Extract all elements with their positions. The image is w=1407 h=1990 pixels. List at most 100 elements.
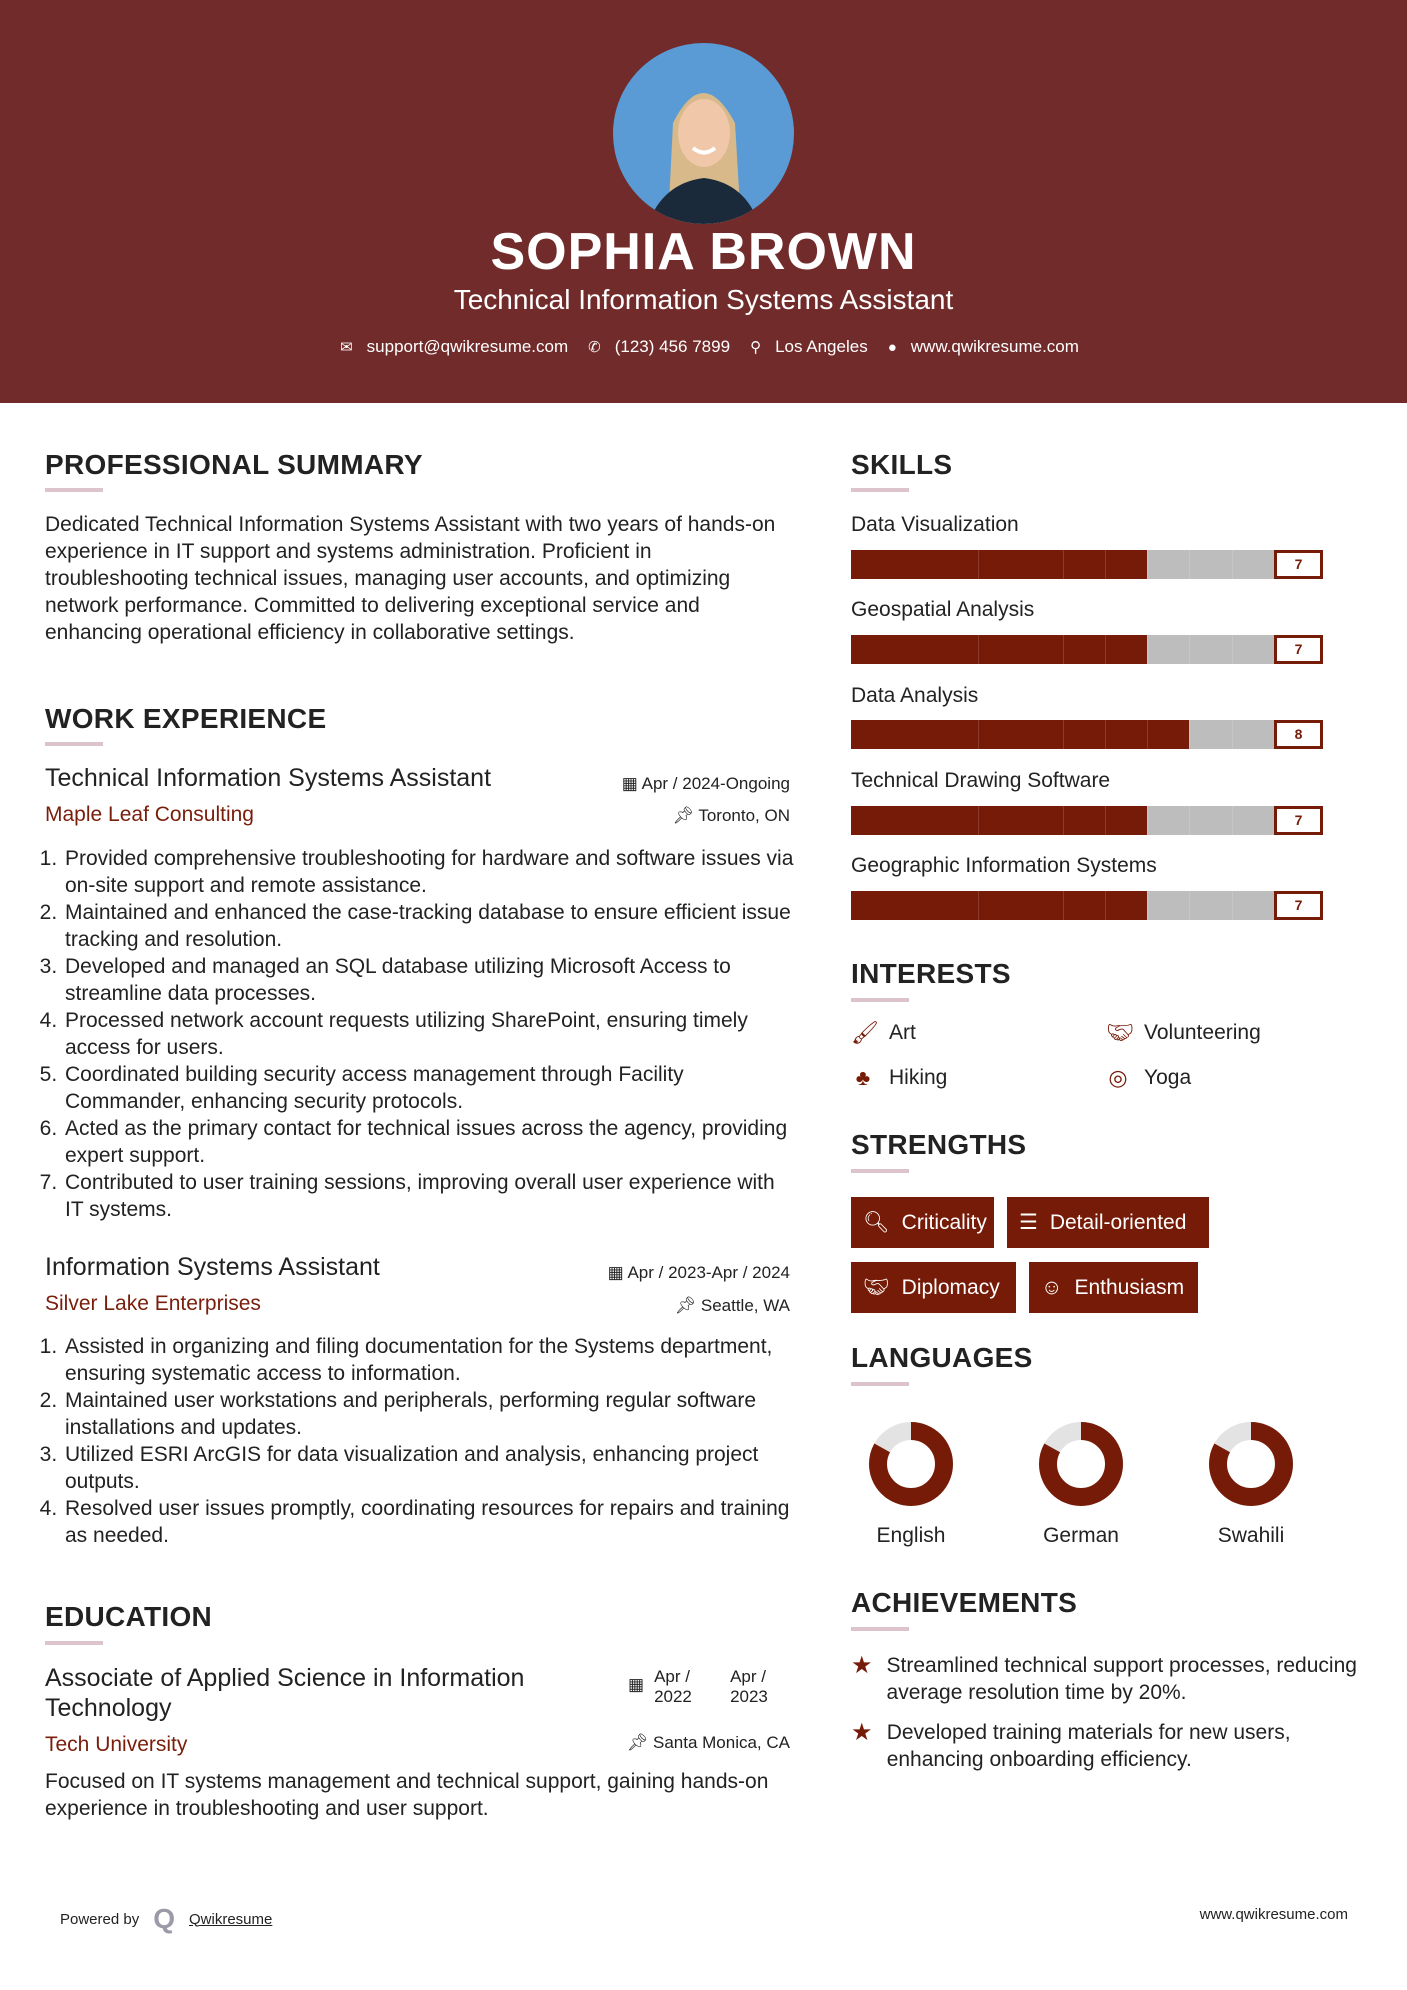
skill-name: Technical Drawing Software	[851, 769, 1111, 792]
donut-fill	[1209, 1422, 1293, 1506]
list-item: Contributed to user training sessions, i…	[63, 1169, 797, 1223]
skill-score: 7	[1274, 891, 1323, 920]
brand-link[interactable]: Qwikresume	[189, 1910, 273, 1928]
donut-fill	[1039, 1422, 1123, 1506]
candidate-name: SOPHIA BROWN	[490, 223, 917, 281]
job-dates: ▦ Apr / 2023-Apr / 2024	[540, 1263, 790, 1283]
contact-phone[interactable]: (123) 456 7899	[614, 337, 731, 356]
contact-location: Los Angeles	[775, 337, 868, 356]
smile-icon: ☺	[1041, 1275, 1063, 1299]
skill-bar: 8	[851, 720, 1323, 749]
skill-bar-divider	[1062, 806, 1064, 835]
skill-bar-divider	[1104, 635, 1106, 664]
list-item: Coordinated building security access man…	[63, 1061, 797, 1115]
phone-icon: ✆	[588, 339, 601, 356]
skill-bar-divider	[1189, 635, 1191, 664]
skill-score: 8	[1274, 720, 1323, 749]
job-bullets: Provided comprehensive troubleshooting f…	[45, 845, 797, 1223]
experience-heading: WORK EXPERIENCE	[45, 703, 327, 734]
skill-bar-fill	[851, 891, 1148, 920]
job-location: 📌︎ Toronto, ON	[540, 806, 790, 826]
section-underline	[851, 1382, 909, 1386]
language-donut	[1039, 1422, 1123, 1506]
education-start: Apr / 2022	[654, 1667, 692, 1706]
tree-icon: ♣	[855, 1065, 871, 1090]
skill-name: Data Analysis	[851, 684, 979, 707]
section-underline	[45, 488, 103, 492]
contact-website[interactable]: www.qwikresume.com	[910, 337, 1079, 356]
skill-bar-divider	[1231, 720, 1233, 749]
pushpin-icon: 📌︎	[626, 1733, 653, 1752]
education-dates: ▦ Apr / 2022 Apr / 2023	[628, 1667, 782, 1707]
skill-score: 7	[1274, 806, 1323, 835]
skill-bar: 7	[851, 550, 1323, 579]
skill-bar-divider	[977, 720, 979, 749]
strength-label: Detail-oriented	[1049, 1210, 1187, 1234]
skill-bar-fill	[851, 806, 1148, 835]
interest-item: ◎ Yoga	[1106, 1065, 1191, 1091]
globe-icon: ●	[887, 338, 897, 356]
donut-fill	[869, 1422, 953, 1506]
footer-powered: Powered by Q Qwikresume	[60, 1903, 272, 1935]
skill-bar-divider	[1062, 635, 1064, 664]
star-icon: ★	[851, 1652, 873, 1679]
school-name: Tech University	[45, 1733, 188, 1756]
calendar-icon: ▦	[621, 774, 642, 793]
skills-heading: SKILLS	[851, 449, 953, 480]
footer-website[interactable]: www.qwikresume.com	[1199, 1906, 1348, 1923]
company-name: Silver Lake Enterprises	[45, 1292, 261, 1315]
strength-label: Criticality	[901, 1210, 987, 1234]
skill-bar-divider	[1231, 806, 1233, 835]
job-location: 📌︎ Seattle, WA	[540, 1296, 790, 1316]
language-name: German	[1043, 1524, 1119, 1547]
achievement-item: ★ Streamlined technical support processes…	[851, 1652, 1371, 1706]
skill-bar-divider	[1104, 720, 1106, 749]
achievement-text: Streamlined technical support processes,…	[886, 1654, 1357, 1704]
section-underline	[851, 1169, 909, 1173]
skill-bar: 7	[851, 806, 1323, 835]
star-icon: ★	[851, 1719, 873, 1746]
skill-score: 7	[1274, 635, 1323, 664]
skill-bar-divider	[1147, 891, 1149, 920]
handshake-icon: 🤝︎	[1106, 1020, 1134, 1045]
education-location: 📌︎ Santa Monica, CA	[540, 1733, 790, 1753]
skill-bar-divider	[1104, 550, 1106, 579]
skill-bar-divider	[1104, 891, 1106, 920]
strength-badge: ☺ Enthusiasm	[1029, 1262, 1198, 1313]
list-item: Acted as the primary contact for technic…	[63, 1115, 797, 1169]
skill-bar-divider	[977, 806, 979, 835]
skill-bar-fill	[851, 550, 1148, 579]
skill-bar-divider	[1189, 806, 1191, 835]
achievements-heading: ACHIEVEMENTS	[851, 1587, 1078, 1618]
interest-label: Art	[889, 1021, 916, 1044]
education-location-text: Santa Monica, CA	[652, 1733, 790, 1752]
skill-bar-divider	[1189, 720, 1191, 749]
section-underline	[851, 1627, 909, 1631]
skill-bar-divider	[1147, 550, 1149, 579]
achievement-item: ★ Developed training materials for new us…	[851, 1719, 1371, 1773]
list-icon: ☰	[1019, 1211, 1038, 1234]
qwikresume-logo-icon: Q	[153, 1903, 175, 1934]
language-donut	[869, 1422, 953, 1506]
contact-email[interactable]: support@qwikresume.com	[366, 337, 569, 356]
skill-bar-divider	[1147, 635, 1149, 664]
interest-label: Volunteering	[1144, 1021, 1261, 1044]
summary-text: Dedicated Technical Information Systems …	[45, 513, 776, 644]
life-ring-icon: ◎	[1108, 1065, 1128, 1090]
strength-badge: ☰ Detail-oriented	[1007, 1197, 1209, 1248]
skill-bar-divider	[1231, 635, 1233, 664]
strength-label: Enthusiasm	[1074, 1275, 1185, 1299]
language-donut	[1209, 1422, 1293, 1506]
education-end: Apr / 2023	[730, 1667, 768, 1706]
search-icon: 🔍︎	[863, 1210, 890, 1234]
envelope-icon: ✉	[340, 339, 353, 356]
company-name: Maple Leaf Consulting	[45, 803, 254, 826]
education-description: Focused on IT systems management and tec…	[45, 1770, 769, 1820]
interests-heading: INTERESTS	[851, 958, 1011, 989]
list-item: Resolved user issues promptly, coordinat…	[63, 1495, 797, 1549]
job-dates: ▦ Apr / 2024-Ongoing	[540, 774, 790, 794]
language-name: English	[876, 1524, 946, 1547]
list-item: Developed and managed an SQL database ut…	[63, 953, 797, 1007]
section-underline	[45, 742, 103, 746]
section-underline	[851, 998, 909, 1002]
